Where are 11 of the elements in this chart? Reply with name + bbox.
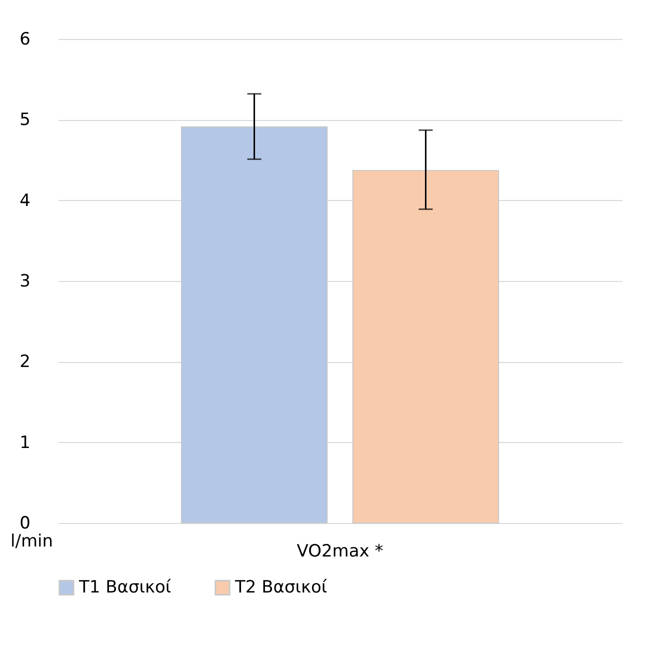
x-tick-label: VO2max * (296, 542, 384, 562)
y-tick-label: 6 (20, 30, 30, 50)
legend-label: T2 Βασικοί (234, 578, 328, 598)
y-tick-label: 3 (20, 272, 30, 292)
y-tick-label: 1 (20, 432, 30, 453)
y-axis-title: l/min (10, 532, 54, 552)
y-tick-label: 2 (20, 352, 30, 372)
y-tick-label: 5 (20, 110, 30, 130)
y-tick-label: 4 (20, 190, 30, 211)
y-tick-label: 0 (20, 514, 30, 534)
legend-label: T1 Βασικοί (78, 578, 172, 598)
